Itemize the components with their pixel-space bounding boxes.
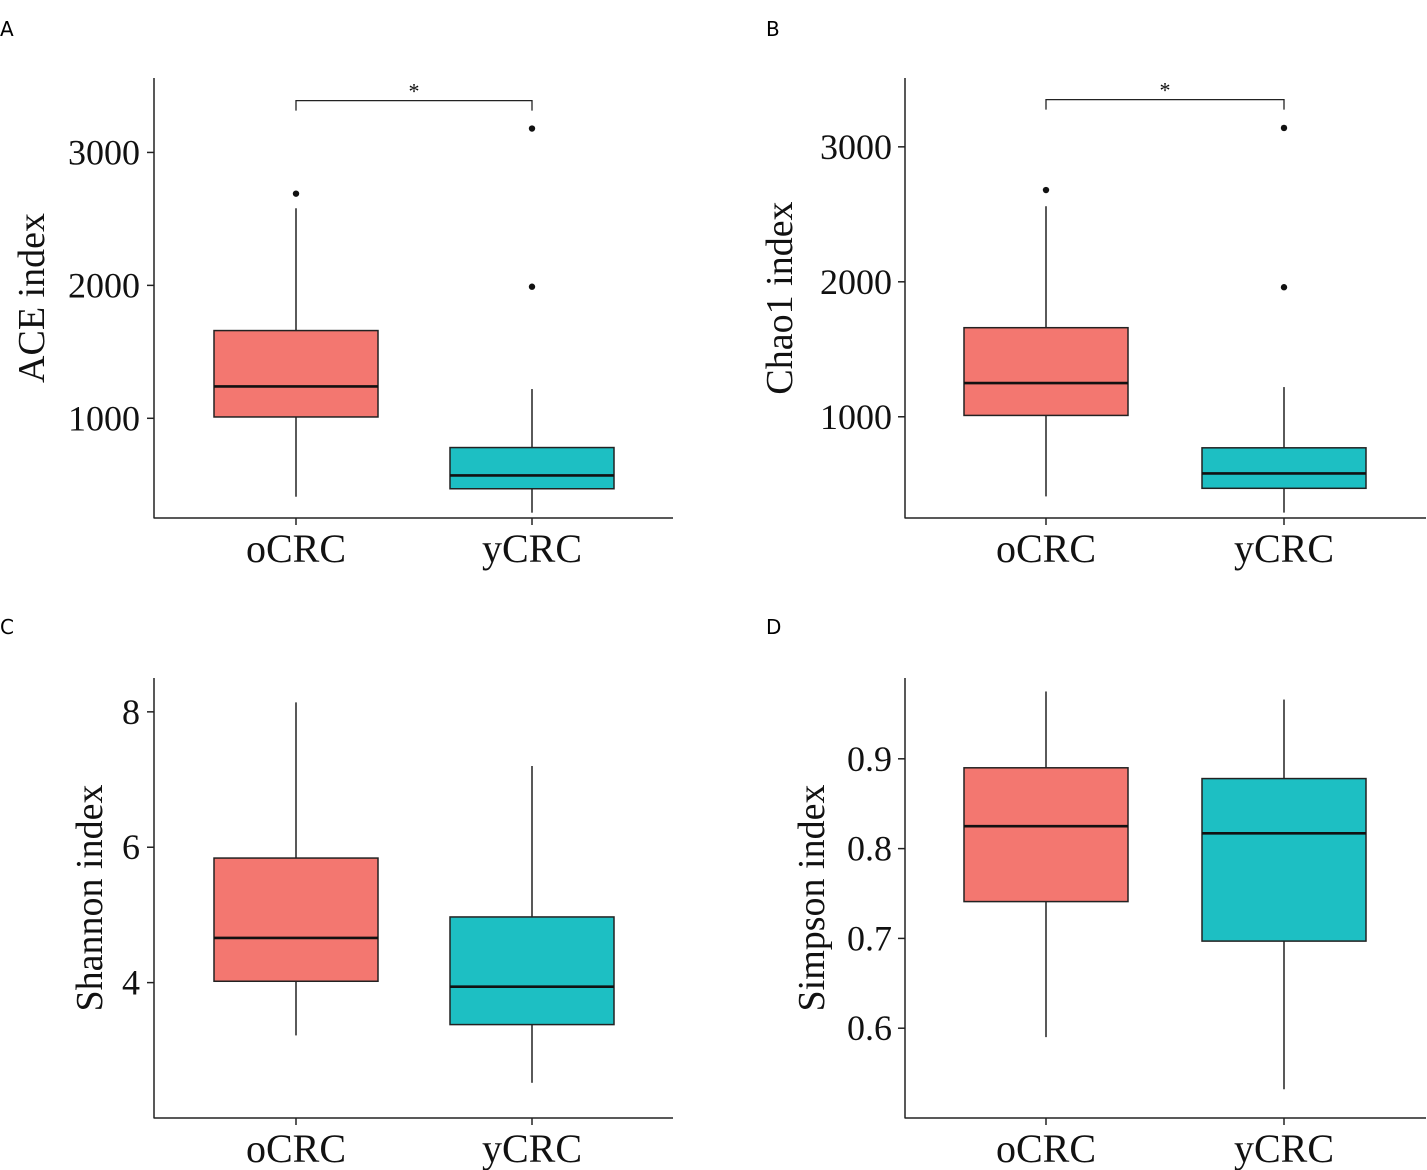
box-yCRC <box>449 766 615 1083</box>
panel-letter: D <box>766 615 781 639</box>
box-oCRC <box>963 691 1129 1038</box>
panel-D: D 0.6 0.7 0.8 0.9 oCRC yCRC Simpson index <box>766 615 1426 1170</box>
y-tick-label: 0.8 <box>847 829 892 869</box>
outlier-point <box>1042 186 1050 194</box>
y-tick-label: 2000 <box>820 262 892 302</box>
outlier-point <box>528 283 536 290</box>
box-yCRC <box>1201 124 1367 513</box>
y-axis-title: Simpson index <box>791 785 833 1012</box>
y-axis-title: ACE index <box>11 213 53 383</box>
significance-label: * <box>409 79 420 104</box>
y-tick-label: 1000 <box>68 398 140 438</box>
y-tick-label: 4 <box>122 963 140 1003</box>
panel-C: C 4 6 8 oCRC yCRC Shannon index <box>0 615 673 1170</box>
y-tick-label: 6 <box>122 827 140 867</box>
outlier-point <box>292 190 300 197</box>
significance-bracket: * <box>295 79 533 111</box>
box-oCRC <box>963 186 1129 497</box>
x-tick-label: yCRC <box>1234 1126 1334 1170</box>
box-yCRC <box>449 125 615 513</box>
box-oCRC <box>213 702 379 1036</box>
significance-bracket: * <box>1045 78 1285 110</box>
iqr-box <box>449 446 615 490</box>
box-oCRC <box>213 190 379 497</box>
x-tick-label: oCRC <box>246 1126 346 1170</box>
iqr-box <box>963 767 1129 903</box>
iqr-box <box>1201 777 1367 942</box>
x-tick-label: yCRC <box>482 526 582 571</box>
y-tick-label: 1000 <box>820 397 892 437</box>
outlier-point <box>528 125 536 132</box>
y-tick-label: 2000 <box>68 265 140 305</box>
iqr-box <box>963 326 1129 417</box>
iqr-box <box>1201 447 1367 490</box>
outlier-point <box>1280 284 1288 291</box>
significance-label: * <box>1160 78 1171 103</box>
x-tick-label: oCRC <box>996 526 1096 571</box>
x-tick-label: oCRC <box>246 526 346 571</box>
panel-letter: A <box>0 17 14 41</box>
y-tick-label: 0.7 <box>847 918 892 958</box>
iqr-box <box>213 329 379 418</box>
bracket-line <box>295 99 533 111</box>
panel-letter: B <box>766 17 780 41</box>
panel-letter: C <box>0 615 14 639</box>
iqr-box <box>449 916 615 1026</box>
y-tick-label: 0.6 <box>847 1008 892 1048</box>
panel-B: B 1000 2000 3000 oCRC yCRC Chao1 index * <box>759 17 1426 571</box>
iqr-box <box>213 857 379 983</box>
y-axis-title: Shannon index <box>69 785 111 1012</box>
y-tick-label: 8 <box>122 692 140 732</box>
y-tick-label: 3000 <box>68 132 140 172</box>
x-tick-label: yCRC <box>1234 526 1334 571</box>
y-tick-label: 3000 <box>820 127 892 167</box>
y-axis-title: Chao1 index <box>759 201 801 394</box>
bracket-line <box>1045 98 1285 110</box>
panel-A: A 1000 2000 3000 oCRC yCRC ACE index * <box>0 17 673 571</box>
x-tick-label: oCRC <box>996 1126 1096 1170</box>
box-yCRC <box>1201 699 1367 1090</box>
y-tick-label: 0.9 <box>847 739 892 779</box>
outlier-point <box>1280 124 1288 132</box>
x-tick-label: yCRC <box>482 1126 582 1170</box>
